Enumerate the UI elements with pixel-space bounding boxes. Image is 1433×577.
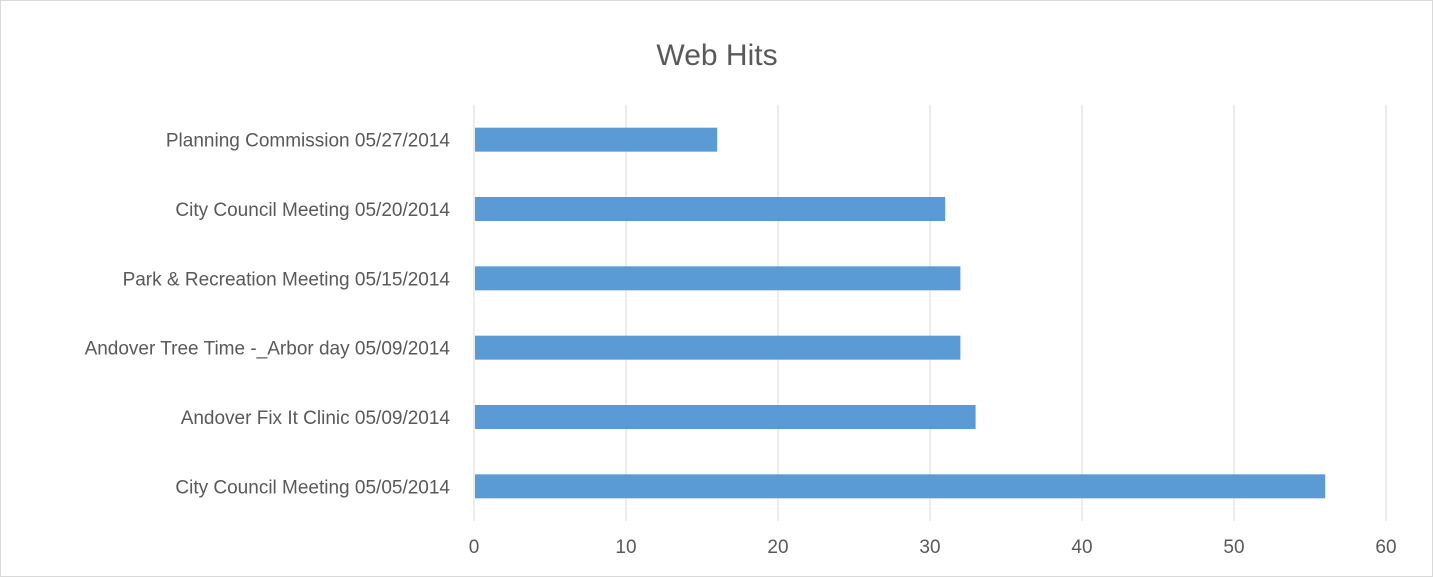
category-label: Andover Tree Time -_Arbor day 05/09/2014 <box>85 339 451 360</box>
x-axis-ticks: 0 10 20 30 40 50 60 <box>469 537 1397 558</box>
bar <box>475 127 718 152</box>
chart-title: Web Hits <box>656 39 777 72</box>
bar <box>475 474 1326 499</box>
x-tick-label: 30 <box>919 537 940 558</box>
x-tick-label: 10 <box>615 537 636 558</box>
category-label: Andover Fix It Clinic 05/09/2014 <box>181 408 451 429</box>
bar <box>475 335 961 360</box>
category-label: Planning Commission 05/27/2014 <box>166 131 451 152</box>
bars <box>475 127 1326 499</box>
category-label: City Council Meeting 05/05/2014 <box>175 477 450 498</box>
x-tick-label: 0 <box>469 537 480 558</box>
bar <box>475 405 976 429</box>
x-tick-label: 50 <box>1223 537 1244 558</box>
bar <box>475 197 946 221</box>
x-tick-label: 20 <box>767 537 788 558</box>
bar <box>475 266 961 291</box>
category-label: Park & Recreation Meeting 05/15/2014 <box>123 269 451 290</box>
x-tick-label: 60 <box>1375 537 1396 558</box>
gridlines <box>473 105 1387 521</box>
category-label: City Council Meeting 05/20/2014 <box>175 200 450 221</box>
category-labels: Planning Commission 05/27/2014 City Counc… <box>85 131 451 499</box>
x-tick-label: 40 <box>1071 537 1092 558</box>
